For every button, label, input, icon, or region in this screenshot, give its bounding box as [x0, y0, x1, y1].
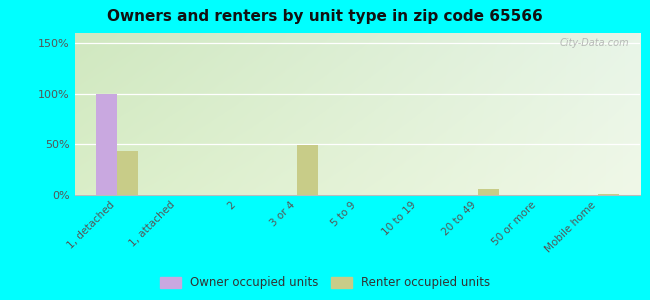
Bar	[117, 152, 138, 195]
Text: Owners and renters by unit type in zip code 65566: Owners and renters by unit type in zip c…	[107, 9, 543, 24]
Legend: Owner occupied units, Renter occupied units: Owner occupied units, Renter occupied un…	[155, 272, 495, 294]
Bar	[598, 194, 619, 195]
Bar	[478, 189, 499, 195]
Text: City-Data.com: City-Data.com	[559, 38, 629, 48]
Bar	[96, 94, 117, 195]
Bar	[297, 146, 318, 195]
